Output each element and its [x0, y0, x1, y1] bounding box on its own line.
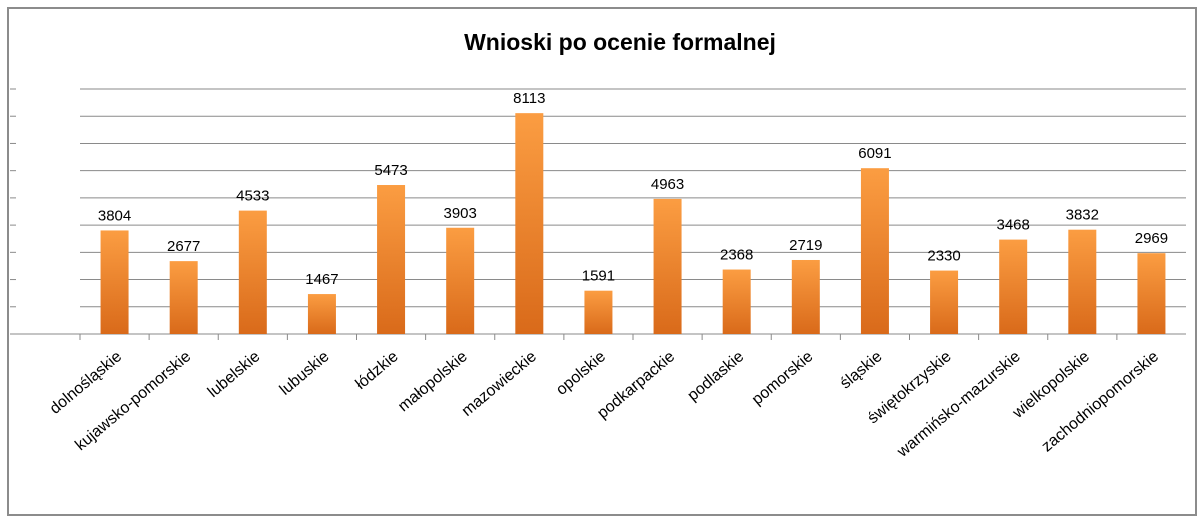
value-label: 1591 — [582, 268, 615, 285]
bar — [584, 290, 613, 334]
bar — [930, 270, 959, 334]
value-label: 3903 — [444, 205, 477, 222]
bar — [446, 227, 475, 334]
value-label: 2330 — [927, 248, 960, 265]
value-label: 6091 — [858, 145, 891, 162]
bar — [791, 259, 820, 334]
value-label: 3804 — [98, 207, 131, 224]
chart-frame — [7, 7, 1197, 516]
bar — [653, 198, 682, 334]
value-label: 2719 — [789, 237, 822, 254]
value-label: 3468 — [997, 217, 1030, 234]
bar — [1137, 253, 1166, 334]
value-label: 4533 — [236, 188, 269, 205]
bar — [100, 230, 129, 334]
bar — [377, 185, 406, 334]
bar — [307, 294, 336, 334]
bar — [238, 210, 267, 334]
bar — [722, 269, 751, 334]
value-label: 1467 — [305, 271, 338, 288]
value-label: 3832 — [1066, 207, 1099, 224]
bar — [1068, 229, 1097, 334]
bar — [515, 113, 544, 334]
chart-title: Wnioski po ocenie formalnej — [464, 29, 776, 55]
value-label: 2677 — [167, 238, 200, 255]
bar — [999, 239, 1028, 334]
bar — [860, 168, 889, 334]
bar — [169, 261, 198, 334]
value-label: 4963 — [651, 176, 684, 193]
value-label: 5473 — [374, 162, 407, 179]
value-label: 2368 — [720, 247, 753, 264]
value-label: 2969 — [1135, 230, 1168, 247]
value-label: 8113 — [513, 90, 545, 107]
